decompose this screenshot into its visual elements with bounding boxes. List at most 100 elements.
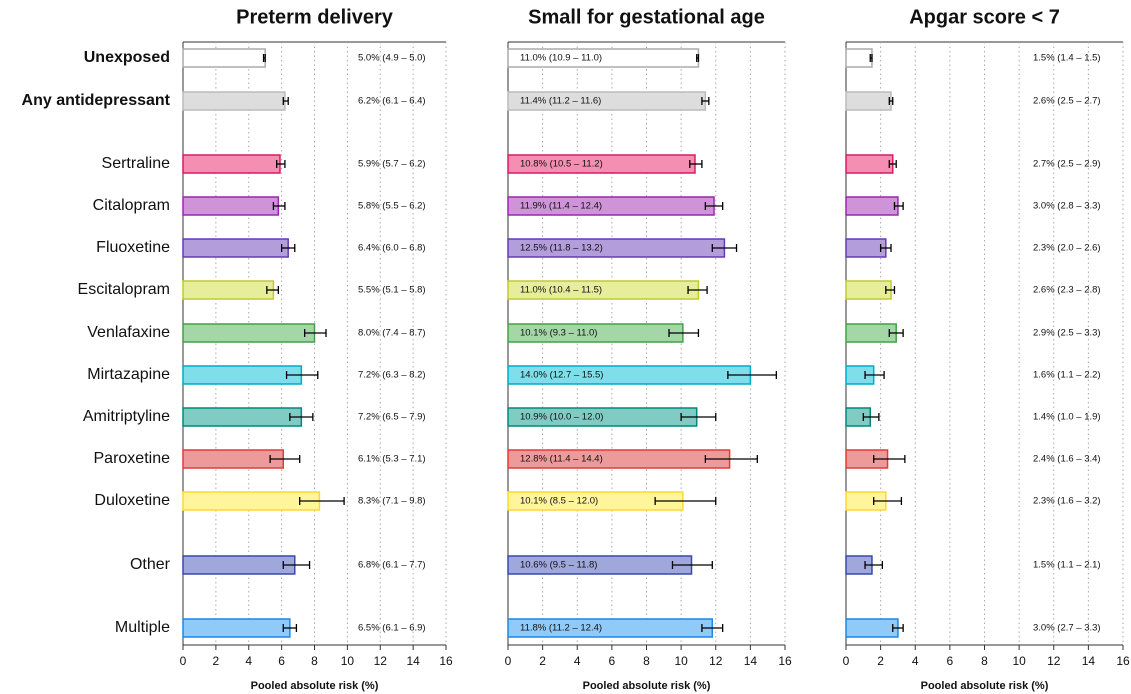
value-label: 5.5% (5.1 – 5.8): [358, 285, 426, 296]
x-tick-label: 0: [505, 654, 512, 668]
x-tick-label: 12: [374, 654, 388, 668]
x-tick-label: 16: [439, 654, 453, 668]
value-label: 2.9% (2.5 – 3.3): [1033, 328, 1101, 339]
category-label: Any antidepressant: [22, 92, 171, 109]
bar: [182, 618, 291, 638]
bar: [845, 238, 887, 258]
value-label: 5.0% (4.9 – 5.0): [358, 53, 426, 64]
bar: [845, 196, 899, 216]
x-tick-label: 12: [1047, 654, 1061, 668]
value-label: 8.0% (7.4 – 8.7): [358, 328, 426, 339]
value-label: 10.9% (10.0 – 12.0): [520, 412, 603, 423]
value-label: 5.8% (5.5 – 6.2): [358, 201, 426, 212]
value-label: 12.5% (11.8 – 13.2): [520, 243, 603, 254]
category-label: Sertraline: [102, 155, 171, 172]
category-label: Citalopram: [93, 197, 170, 214]
bar: [182, 449, 285, 469]
x-tick-label: 16: [778, 654, 792, 668]
x-tick-label: 8: [643, 654, 650, 668]
value-label: 2.3% (2.0 – 2.6): [1033, 243, 1101, 254]
value-label: 6.2% (6.1 – 6.4): [358, 96, 426, 107]
value-label: 12.8% (11.4 – 14.4): [520, 454, 603, 465]
value-label: 6.4% (6.0 – 6.8): [358, 243, 426, 254]
value-label: 10.6% (9.5 – 11.8): [520, 560, 597, 571]
panel-title: Small for gestational age: [528, 6, 765, 28]
value-label: 11.9% (11.4 – 12.4): [520, 201, 602, 212]
panel-title: Preterm delivery: [236, 6, 394, 28]
value-label: 11.0% (10.9 – 11.0): [520, 53, 602, 64]
value-label: 11.4% (11.2 – 11.6): [520, 96, 601, 107]
category-label: Amitriptyline: [83, 408, 170, 425]
value-label: 8.3% (7.1 – 9.8): [358, 496, 426, 507]
x-tick-label: 16: [1116, 654, 1130, 668]
value-label: 2.6% (2.3 – 2.8): [1033, 285, 1101, 296]
x-tick-label: 14: [744, 654, 758, 668]
x-tick-label: 4: [245, 654, 252, 668]
bar: [845, 280, 892, 300]
panel-title: Apgar score < 7: [909, 6, 1060, 28]
value-label: 2.4% (1.6 – 3.4): [1033, 454, 1101, 465]
bar: [845, 91, 892, 111]
x-tick-label: 6: [609, 654, 616, 668]
bar: [182, 91, 286, 111]
x-tick-label: 4: [574, 654, 581, 668]
bar: [845, 618, 899, 638]
x-tick-label: 8: [981, 654, 988, 668]
value-label: 1.6% (1.1 – 2.2): [1033, 370, 1101, 381]
bar: [182, 407, 303, 427]
bar: [182, 323, 316, 343]
value-label: 7.2% (6.3 – 8.2): [358, 370, 426, 381]
category-label: Escitalopram: [78, 281, 170, 298]
x-tick-label: 6: [278, 654, 285, 668]
bar: [845, 48, 873, 68]
value-label: 6.5% (6.1 – 6.9): [358, 623, 426, 634]
category-label: Venlafaxine: [87, 324, 170, 341]
value-label: 2.3% (1.6 – 3.2): [1033, 496, 1101, 507]
bar: [182, 48, 266, 68]
bar: [182, 365, 303, 385]
value-label: 1.5% (1.4 – 1.5): [1033, 53, 1101, 64]
value-label: 1.4% (1.0 – 1.9): [1033, 412, 1101, 423]
category-label: Multiple: [115, 619, 170, 636]
x-tick-label: 10: [1012, 654, 1026, 668]
x-axis-label: Pooled absolute risk (%): [583, 680, 711, 692]
category-label: Duloxetine: [94, 492, 170, 509]
value-label: 14.0% (12.7 – 15.5): [520, 370, 603, 381]
x-tick-label: 2: [877, 654, 884, 668]
x-tick-label: 12: [709, 654, 723, 668]
value-label: 11.8% (11.2 – 12.4): [520, 623, 602, 634]
x-tick-label: 2: [539, 654, 546, 668]
value-label: 6.1% (5.3 – 7.1): [358, 454, 426, 465]
value-label: 6.8% (6.1 – 7.7): [358, 560, 426, 571]
x-tick-label: 8: [311, 654, 318, 668]
x-tick-label: 4: [912, 654, 919, 668]
bar: [845, 154, 894, 174]
value-label: 2.7% (2.5 – 2.9): [1033, 159, 1101, 170]
bar: [182, 196, 280, 216]
x-axis-label: Pooled absolute risk (%): [251, 680, 379, 692]
x-tick-label: 0: [843, 654, 850, 668]
value-label: 3.0% (2.7 – 3.3): [1033, 623, 1101, 634]
value-label: 7.2% (6.5 – 7.9): [358, 412, 426, 423]
x-tick-label: 0: [180, 654, 187, 668]
category-label: Mirtazapine: [87, 366, 170, 383]
bar: [182, 238, 289, 258]
x-tick-label: 10: [674, 654, 688, 668]
x-tick-label: 14: [406, 654, 420, 668]
x-tick-label: 10: [341, 654, 355, 668]
category-label: Unexposed: [84, 49, 170, 66]
value-label: 11.0% (10.4 – 11.5): [520, 285, 602, 296]
value-label: 10.8% (10.5 – 11.2): [520, 159, 603, 170]
value-label: 5.9% (5.7 – 6.2): [358, 159, 426, 170]
x-tick-label: 2: [213, 654, 220, 668]
bar: [182, 491, 321, 511]
category-label: Other: [130, 556, 171, 573]
x-tick-label: 6: [947, 654, 954, 668]
category-label: Fluoxetine: [96, 239, 170, 256]
value-label: 1.5% (1.1 – 2.1): [1033, 560, 1101, 571]
value-label: 10.1% (8.5 – 12.0): [520, 496, 598, 507]
value-label: 2.6% (2.5 – 2.7): [1033, 96, 1101, 107]
category-label: Paroxetine: [94, 450, 171, 467]
value-label: 10.1% (9.3 – 11.0): [520, 328, 597, 339]
